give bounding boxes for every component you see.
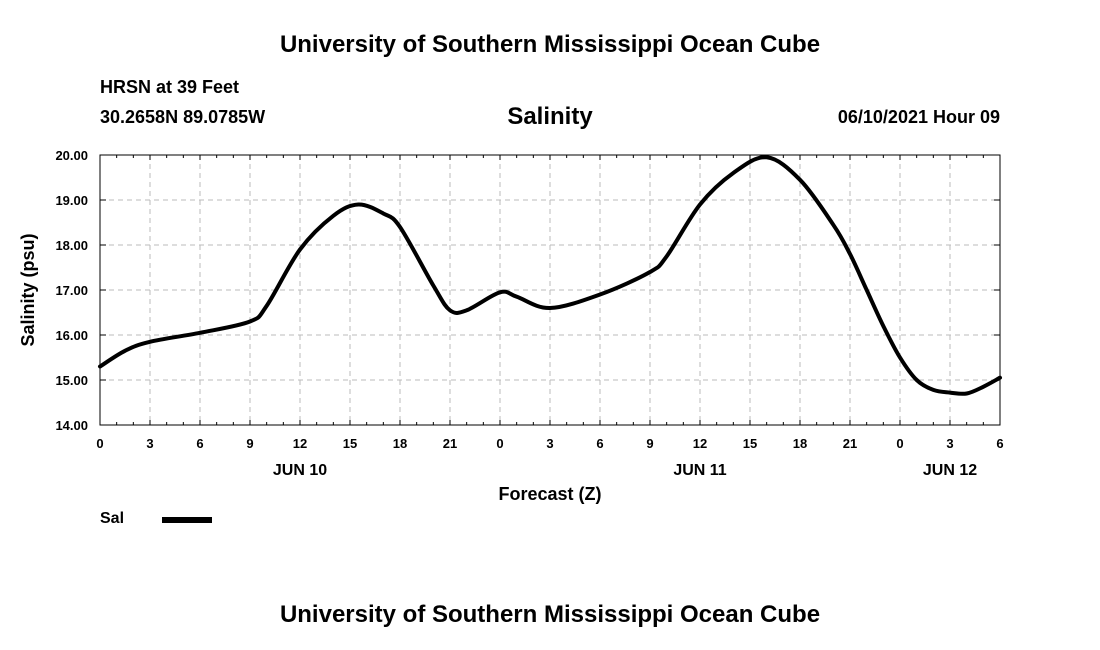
- x-tick-label: 18: [393, 436, 407, 451]
- station-label: HRSN at 39 Feet: [100, 77, 240, 97]
- x-tick-label: 15: [343, 436, 357, 451]
- x-tick-label: 3: [946, 436, 953, 451]
- x-tick-label: 3: [546, 436, 553, 451]
- grid-lines: [100, 155, 1000, 425]
- chart-title: Salinity: [507, 103, 593, 130]
- y-tick-label: 17.00: [55, 283, 88, 298]
- x-tick-label: 9: [646, 436, 653, 451]
- legend-swatch: [162, 517, 212, 523]
- x-tick-label: 21: [843, 436, 857, 451]
- x-tick-label: 0: [96, 436, 103, 451]
- y-tick-label: 16.00: [55, 328, 88, 343]
- day-label: JUN 10: [273, 462, 327, 479]
- page-title: University of Southern Mississippi Ocean…: [279, 31, 821, 58]
- x-tick-label: 12: [293, 436, 307, 451]
- x-tick-label: 9: [246, 436, 253, 451]
- legend-label: Sal: [100, 510, 125, 527]
- day-label: JUN 12: [923, 462, 977, 479]
- day-label: JUN 11: [673, 462, 726, 479]
- axis-labels: 0 3 6 9 12 15 18 21 0 3 6 9 12 15 18 21 0 3 6 14.00 15.00 16.…: [55, 148, 1003, 479]
- x-tick-label: 6: [996, 436, 1003, 451]
- footer-title: University of Southern Mississippi Ocean…: [279, 601, 821, 628]
- x-tick-label: 3: [146, 436, 153, 451]
- datetime-label: 06/10/2021 Hour 09: [837, 107, 1000, 127]
- x-axis-title: Forecast (Z): [498, 484, 601, 504]
- x-tick-label: 6: [196, 436, 203, 451]
- coordinates-label: 30.2658N 89.0785W: [100, 107, 266, 127]
- y-tick-label: 20.00: [55, 148, 88, 163]
- x-tick-label: 12: [693, 436, 707, 451]
- series-line-sal: [98, 155, 1002, 396]
- x-tick-label: 0: [496, 436, 503, 451]
- x-tick-label: 0: [896, 436, 903, 451]
- y-axis-title: Salinity (psu): [18, 233, 38, 346]
- x-tick-label: 6: [596, 436, 603, 451]
- y-tick-label: 18.00: [55, 238, 88, 253]
- x-tick-label: 15: [743, 436, 757, 451]
- y-tick-label: 15.00: [55, 373, 88, 388]
- y-tick-label: 14.00: [55, 418, 88, 433]
- x-tick-label: 18: [793, 436, 807, 451]
- y-tick-label: 19.00: [55, 193, 88, 208]
- x-tick-label: 21: [443, 436, 457, 451]
